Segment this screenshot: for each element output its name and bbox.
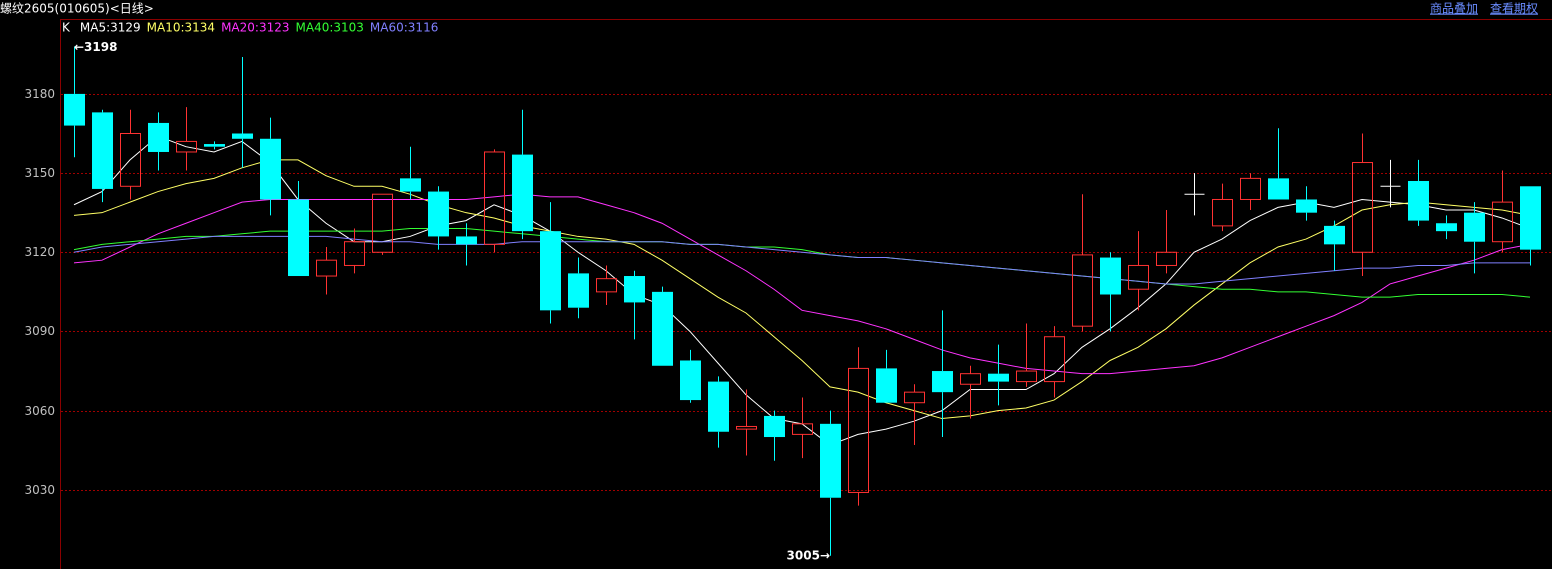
ma-line (73, 193, 1531, 375)
candle-body (1352, 162, 1373, 253)
candle-body (1072, 254, 1093, 327)
candle-body (512, 154, 533, 232)
legend-entry: MA5:3129 (80, 21, 141, 35)
candle-body (344, 241, 365, 266)
legend-entry: MA40:3103 (296, 21, 364, 35)
candle-body (1044, 336, 1065, 383)
candle-body (1240, 177, 1261, 200)
y-tick-label: 3120 (24, 245, 55, 259)
overlay-link[interactable]: 商品叠加 (1430, 1, 1478, 16)
candle-body (1324, 225, 1345, 245)
candle-body (680, 360, 701, 401)
candle-body (568, 273, 589, 308)
candle-body (1156, 251, 1177, 266)
candle-body (988, 373, 1009, 382)
candle-body (1016, 370, 1037, 383)
options-link[interactable]: 查看期权 (1490, 2, 1538, 16)
candle-body (932, 371, 953, 393)
candle-body (456, 236, 477, 245)
candle-body (260, 138, 281, 200)
candle-body (120, 132, 141, 187)
legend-entry: MA10:3134 (147, 21, 215, 35)
y-tick-label: 3150 (24, 166, 55, 180)
low-annotation: 3005→ (787, 548, 830, 562)
candle-body (736, 425, 757, 430)
candle-body (960, 373, 981, 385)
candle-body (596, 278, 617, 293)
candle-body (904, 391, 925, 404)
y-tick-label: 3180 (24, 87, 55, 101)
candle-body (1128, 264, 1149, 290)
candle-body (428, 191, 449, 237)
candle-body (1408, 181, 1429, 221)
candle-body (792, 423, 813, 435)
candle-body (1436, 223, 1457, 232)
candle-body (1268, 178, 1289, 200)
candle-body (708, 381, 729, 432)
candle-body (876, 368, 897, 403)
y-tick-label: 3090 (24, 324, 55, 338)
candle-body (624, 276, 645, 303)
candle-body (1492, 201, 1513, 243)
page-title: 螺纹2605(010605)<日线> (0, 2, 154, 16)
candle-body (64, 93, 85, 126)
candle-body (316, 259, 337, 277)
candle-body (1100, 257, 1121, 295)
candle-body (820, 423, 841, 498)
candle-body (400, 178, 421, 192)
candle-body (652, 291, 673, 366)
candle-body (372, 193, 393, 253)
candle-body (176, 140, 197, 153)
candle-body (848, 367, 869, 493)
candle-body (204, 144, 225, 147)
y-tick-label: 3030 (24, 483, 55, 497)
ma-line (73, 235, 1530, 285)
candle-body (540, 231, 561, 311)
ma-line (73, 228, 1531, 298)
candle-body (288, 199, 309, 277)
candle-body (232, 133, 253, 139)
candle-body (1464, 212, 1485, 242)
legend-label: K (62, 21, 71, 35)
candle-body (148, 122, 169, 152)
candle-body (92, 112, 113, 189)
candle-body (764, 415, 785, 438)
legend-entry: MA20:3123 (221, 21, 289, 35)
candle-body (1296, 199, 1317, 213)
candle-body (484, 151, 505, 245)
legend-entry: MA60:3116 (370, 21, 438, 35)
candle-body (1520, 186, 1541, 250)
high-annotation: ←3198 (74, 40, 117, 54)
candle-body (1212, 198, 1233, 227)
ma-line (73, 159, 1531, 420)
y-tick-label: 3060 (24, 404, 55, 418)
